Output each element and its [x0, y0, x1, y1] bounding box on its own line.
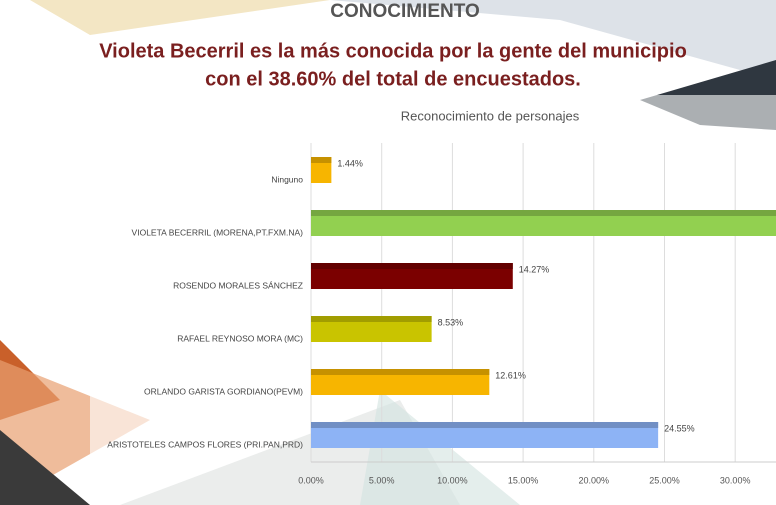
y-tick-label: VIOLETA BECERRIL (MORENA,PT.FXM.NA) [132, 227, 304, 237]
bar-top [311, 157, 332, 163]
y-tick-label: ROSENDO MORALES SÁNCHEZ [173, 280, 303, 290]
value-label: 1.44% [337, 158, 363, 168]
bar [311, 157, 332, 183]
x-tick-label: 30.00% [720, 475, 751, 485]
x-tick-label: 25.00% [649, 475, 680, 485]
y-tick-label: Ninguno [271, 174, 303, 184]
headline: Violeta Becerril es la más conocida por … [99, 40, 687, 62]
bar-top [311, 210, 776, 216]
bar-top [311, 263, 513, 269]
decor [0, 430, 90, 505]
x-tick-label: 0.00% [298, 475, 324, 485]
y-tick-label: ARISTOTELES CAMPOS FLORES (PRI.PAN,PRD) [107, 439, 303, 449]
headline: con el 38.60% del total de encuestados. [205, 68, 581, 90]
y-tick-label: RAFAEL REYNOSO MORA (MC) [177, 333, 303, 343]
y-tick-label: ORLANDO GARISTA GORDIANO(PEVM) [144, 386, 303, 396]
value-label: 14.27% [519, 264, 550, 274]
bar-top [311, 422, 659, 428]
x-tick-label: 5.00% [369, 475, 395, 485]
x-tick-label: 20.00% [579, 475, 610, 485]
decor [30, 0, 330, 35]
x-tick-label: 10.00% [437, 475, 468, 485]
bar-top [311, 316, 432, 322]
value-label: 24.55% [664, 423, 695, 433]
bar-top [311, 369, 490, 375]
chart-title: Reconocimiento de personajes [401, 108, 580, 123]
value-label: 12.61% [495, 370, 526, 380]
plot: 0.00% 5.00% 10.00% 15.00% 20.00% 25.00% 30.00%… [107, 143, 776, 485]
slide-header: CONOCIMIENTO [330, 1, 480, 22]
decor [330, 0, 776, 80]
x-tick-label: 15.00% [508, 475, 539, 485]
value-label: 8.53% [438, 317, 464, 327]
